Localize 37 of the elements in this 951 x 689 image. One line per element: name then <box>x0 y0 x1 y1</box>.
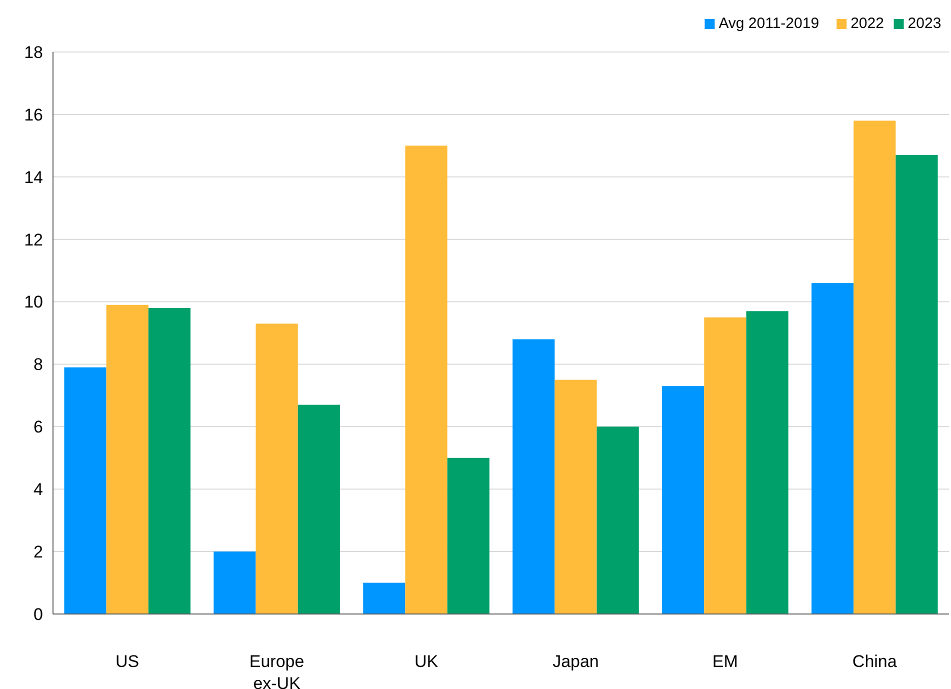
bar <box>554 380 597 614</box>
y-tick-label: 14 <box>24 168 43 187</box>
y-tick-label: 6 <box>34 418 43 437</box>
x-tick-label: US <box>116 652 140 671</box>
bar <box>596 426 639 614</box>
bar <box>148 308 190 614</box>
bar <box>447 458 490 614</box>
bar <box>64 367 106 614</box>
legend-label: 2023 <box>908 15 942 32</box>
y-tick-label: 10 <box>24 292 43 312</box>
bar <box>363 582 406 614</box>
y-tick-label: 18 <box>24 42 43 62</box>
bar <box>812 283 854 614</box>
y-tick-label: 4 <box>34 480 43 500</box>
bar <box>854 120 896 614</box>
legend-label: Avg 2011-2019 <box>718 15 820 32</box>
y-tick-label: 16 <box>24 105 43 124</box>
bar <box>298 404 340 614</box>
bar <box>704 317 746 614</box>
bar <box>106 304 148 614</box>
bar <box>746 311 788 614</box>
bar <box>256 324 298 614</box>
x-tick-label: Europe ex-UK <box>249 652 304 689</box>
y-tick-label: 12 <box>24 230 43 250</box>
y-tick-label: 0 <box>34 604 43 624</box>
x-tick-label: EM <box>712 652 738 671</box>
bar <box>214 552 256 614</box>
y-tick-label: 8 <box>34 355 43 374</box>
bar <box>405 146 448 614</box>
bar <box>512 339 555 614</box>
x-tick-label: China <box>852 652 898 671</box>
legend-label: 2022 <box>850 15 884 32</box>
bar <box>896 155 938 614</box>
bar <box>662 386 704 614</box>
y-tick-label: 2 <box>34 542 43 562</box>
x-tick-label: UK <box>414 652 439 671</box>
x-tick-label: Japan <box>552 652 599 671</box>
